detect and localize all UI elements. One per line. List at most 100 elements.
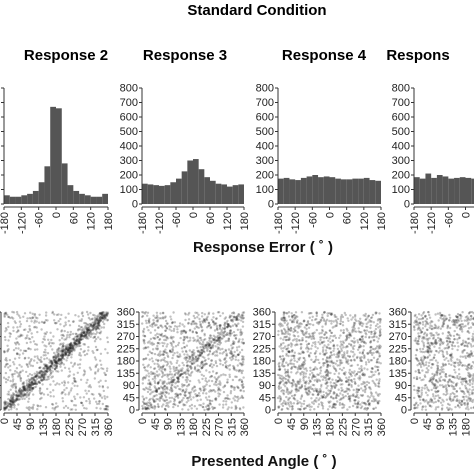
scatter-point: [100, 311, 104, 315]
scatter-point: [96, 324, 99, 327]
scatter-point: [59, 358, 62, 361]
scatter-point: [27, 337, 30, 340]
scatter-point: [22, 387, 26, 391]
scatter-point: [61, 352, 64, 355]
scatter-point: [316, 373, 319, 376]
scatter-point: [307, 326, 311, 329]
scatter-point: [36, 317, 39, 320]
scatter-point: [325, 395, 328, 398]
y-tick-label: 100: [256, 184, 274, 196]
scatter-point: [97, 319, 101, 322]
scatter-point: [33, 382, 36, 385]
scatter-point: [101, 402, 105, 406]
scatter-point: [321, 325, 324, 328]
scatter-point: [237, 379, 241, 382]
scatter-point: [305, 332, 308, 335]
scatter-point: [33, 348, 37, 351]
scatter-point: [298, 356, 302, 360]
scatter-point: [192, 314, 195, 318]
scatter-point: [92, 336, 95, 339]
scatter-point: [61, 362, 64, 365]
scatter-point: [96, 318, 100, 322]
scatter-point: [102, 326, 106, 329]
scatter-point: [79, 335, 82, 338]
scatter-point: [82, 374, 85, 377]
scatter-point: [305, 392, 309, 395]
scatter-point: [18, 389, 21, 393]
scatter-point: [361, 339, 364, 342]
scatter-point: [165, 391, 168, 394]
scatter-point: [16, 397, 19, 400]
scatter-point: [28, 373, 32, 376]
scatter-point: [146, 311, 150, 314]
scatter-point: [67, 353, 71, 357]
scatter-point: [216, 346, 219, 349]
scatter-point: [8, 335, 12, 338]
x-tick-label: 120: [359, 212, 371, 230]
scatter-point: [80, 312, 84, 315]
scatter-point: [52, 355, 55, 358]
scatter-point: [59, 349, 63, 352]
scatter-point: [176, 351, 179, 354]
histogram-bar: [306, 176, 313, 204]
scatter-point: [60, 334, 63, 337]
scatter-point: [79, 326, 83, 329]
scatter-point: [66, 346, 70, 349]
scatter-point: [369, 359, 372, 362]
scatter-point: [185, 401, 188, 404]
scatter-point: [3, 350, 6, 354]
scatter-point: [80, 338, 83, 341]
scatter-point: [359, 403, 362, 406]
panel-title: Response 3: [143, 47, 227, 64]
scatter-point: [47, 369, 51, 372]
scatter-point: [353, 337, 356, 340]
scatter-point: [421, 386, 424, 389]
scatter-point: [279, 396, 282, 399]
scatter-point: [41, 379, 44, 382]
scatter-point: [219, 341, 223, 345]
scatter-point: [68, 370, 72, 373]
scatter-point: [324, 376, 327, 379]
scatter-point: [226, 378, 229, 381]
scatter-point: [280, 330, 283, 333]
scatter-point: [80, 333, 83, 336]
scatter-point: [65, 347, 68, 350]
x-tick-label: 315: [90, 418, 102, 436]
scatter-point: [356, 363, 359, 367]
scatter-point: [336, 380, 340, 383]
scatter-point: [354, 399, 357, 402]
scatter-point: [82, 350, 85, 354]
scatter-point: [218, 375, 221, 378]
scatter-point: [150, 357, 154, 360]
scatter-point: [74, 314, 77, 317]
x-tick-label: -180: [409, 212, 421, 234]
histogram-bar: [465, 177, 472, 204]
scatter-point: [32, 382, 35, 386]
scatter-point: [15, 398, 19, 401]
scatter-point: [105, 408, 108, 411]
scatter-point: [99, 318, 102, 321]
scatter-point: [40, 374, 43, 378]
scatter-point: [204, 358, 207, 362]
scatter-point: [88, 400, 92, 403]
scatter-point: [89, 318, 92, 321]
scatter-point: [82, 335, 86, 338]
scatter-point: [96, 322, 100, 325]
scatter-point: [359, 317, 362, 320]
scatter-point: [20, 391, 23, 395]
scatter-point: [158, 337, 162, 341]
scatter-point: [24, 386, 27, 389]
scatter-point: [44, 370, 48, 373]
x-tick-label: 225: [64, 418, 76, 436]
scatter-point: [157, 398, 160, 401]
scatter-point: [105, 314, 109, 318]
scatter-point: [48, 361, 51, 364]
scatter-point: [296, 368, 300, 371]
scatter-point: [11, 375, 14, 378]
scatter-point: [44, 354, 47, 357]
scatter-point: [203, 350, 206, 354]
scatter-point: [97, 392, 101, 396]
scatter-point: [201, 377, 204, 381]
scatter-point: [105, 408, 108, 411]
scatter-point: [72, 346, 75, 350]
